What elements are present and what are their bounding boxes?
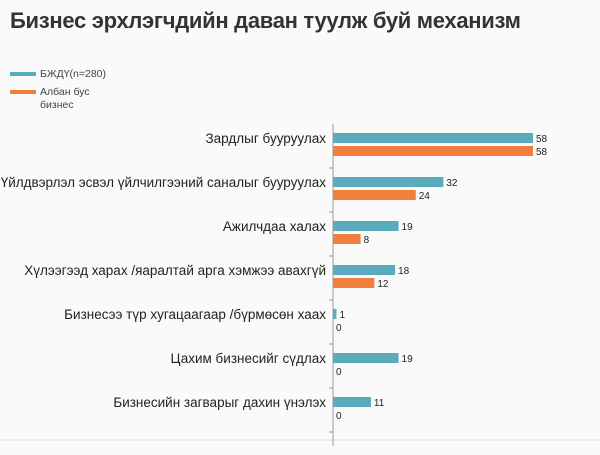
bar-bjdu <box>333 133 533 143</box>
category-label: Хүлээгээд харах /яаралтай арга хэмжээ ав… <box>24 263 326 278</box>
data-label-informal: 58 <box>536 147 548 158</box>
bar-informal <box>333 190 416 200</box>
category-label: Цахим бизнесийг сүдлах <box>170 351 326 366</box>
legend-label-bjdu: БЖДҮ(n=280) <box>40 68 107 80</box>
legend-swatch-bjdu <box>10 72 36 76</box>
legend-item-informal: Албан бус бизнес <box>10 86 130 112</box>
bar-bjdu <box>333 309 337 319</box>
bar-bjdu <box>333 221 399 231</box>
category-label: Бизнесээ түр хугацаагаар /бүрмөсөн хаах <box>64 307 326 322</box>
bar-informal <box>333 146 533 156</box>
bar-informal <box>333 234 361 244</box>
category-label: Ажилчдаа халах <box>223 219 326 234</box>
data-label-bjdu: 58 <box>536 134 548 145</box>
data-label-bjdu: 19 <box>402 354 414 365</box>
legend-label-informal: Албан бус бизнес <box>40 86 90 111</box>
bar-bjdu <box>333 265 396 275</box>
legend: БЖДҮ(n=280) Албан бус бизнес <box>10 68 130 117</box>
bar-informal <box>333 278 375 288</box>
data-label-informal: 0 <box>336 323 342 334</box>
data-label-informal: 8 <box>364 235 370 246</box>
data-label-bjdu: 32 <box>446 178 458 189</box>
data-label-informal: 12 <box>377 279 389 290</box>
data-label-informal: 0 <box>336 411 342 422</box>
data-label-informal: 24 <box>419 191 431 202</box>
bar-bjdu <box>333 353 399 363</box>
category-label: Бизнесийн загварыг дахин үнэлэх <box>113 395 326 410</box>
legend-swatch-informal <box>10 90 36 94</box>
legend-item-bjdu: БЖДҮ(n=280) <box>10 68 130 81</box>
data-label-bjdu: 11 <box>374 398 385 409</box>
chart-title: Бизнес эрхлэгчдийн даван туулж буй механ… <box>10 8 521 33</box>
data-label-bjdu: 18 <box>398 266 410 277</box>
data-label-bjdu: 1 <box>339 310 345 321</box>
bar-bjdu <box>333 397 371 407</box>
bar-bjdu <box>333 177 444 187</box>
data-label-bjdu: 19 <box>402 222 414 233</box>
data-label-informal: 0 <box>336 367 342 378</box>
category-label: Үйлдвэрлэл эсвэл үйлчилгээний саналыг бу… <box>1 175 327 190</box>
category-label: Зардлыг бууруулах <box>206 131 327 146</box>
